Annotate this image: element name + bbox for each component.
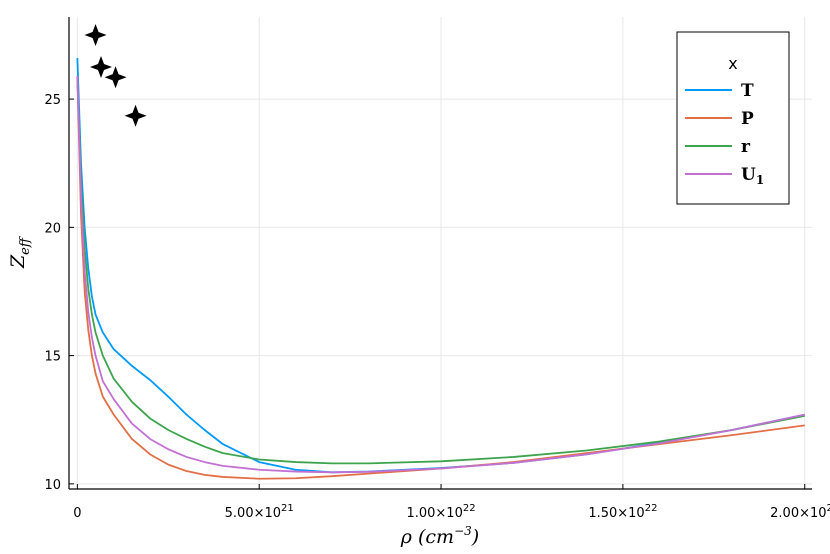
legend-title: x	[728, 54, 737, 73]
series-line-u	[76, 75, 805, 474]
scatter-star-marker	[124, 104, 147, 127]
y-tick-label: 25	[44, 93, 61, 108]
scatter-markers	[84, 23, 147, 127]
legend-label: U1	[741, 165, 764, 187]
x-tick-label: 5.00×1021	[225, 503, 294, 521]
legend-label: r	[741, 137, 751, 157]
scatter-star-marker	[104, 66, 127, 89]
legend-items: TPr U1	[685, 81, 764, 187]
y-tick-label: 20	[44, 221, 61, 236]
x-tick-label: 1.50×1022	[588, 503, 657, 521]
legend-label: T	[741, 81, 754, 101]
legend: x TPr U1	[676, 31, 790, 205]
x-axis-label: ρ (cm−3)	[400, 524, 479, 548]
series-line-r	[76, 75, 805, 465]
y-axis-label: Zeff	[7, 235, 33, 269]
legend-label: P	[741, 109, 754, 129]
y-tick-label: 15	[44, 350, 61, 365]
x-tick-labels: 0 5.00×1021 1.00×1022 1.50×1022 2.00×1022	[73, 484, 830, 521]
axes	[68, 17, 812, 490]
scatter-star-marker	[84, 23, 107, 46]
x-tick-label: 1.00×1022	[406, 503, 475, 521]
series-lines	[76, 58, 805, 480]
y-tick-label: 10	[44, 478, 61, 493]
scatter-star-marker	[90, 56, 113, 79]
x-tick-label: 2.00×1022	[770, 503, 830, 521]
y-tick-labels: 10 15 20 25	[44, 93, 74, 493]
x-tick-label: 0	[73, 506, 81, 521]
